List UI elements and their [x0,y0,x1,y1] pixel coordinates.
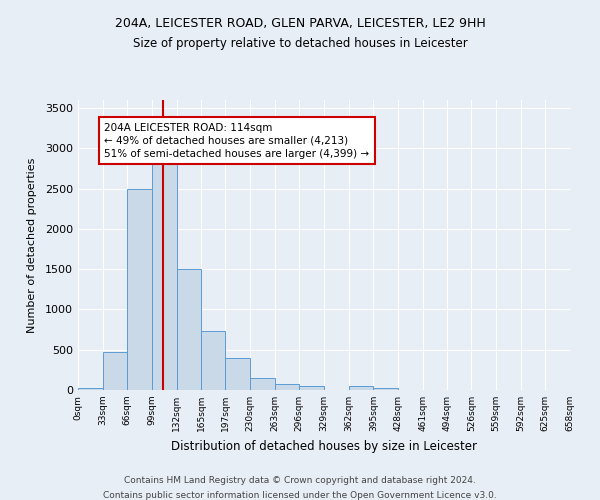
Bar [152,160,176,390]
X-axis label: Distribution of detached houses by size in Leicester: Distribution of detached houses by size … [171,440,477,452]
Bar [103,352,127,390]
Bar [299,386,324,390]
Bar [275,384,299,390]
Bar [176,269,202,390]
Text: 204A LEICESTER ROAD: 114sqm
← 49% of detached houses are smaller (4,213)
51% of : 204A LEICESTER ROAD: 114sqm ← 49% of det… [104,122,369,159]
Bar [202,331,226,390]
Text: Contains public sector information licensed under the Open Government Licence v3: Contains public sector information licen… [103,491,497,500]
Text: Size of property relative to detached houses in Leicester: Size of property relative to detached ho… [133,38,467,51]
Bar [250,378,275,390]
Text: 204A, LEICESTER ROAD, GLEN PARVA, LEICESTER, LE2 9HH: 204A, LEICESTER ROAD, GLEN PARVA, LEICES… [115,18,485,30]
Bar [373,388,398,390]
Y-axis label: Number of detached properties: Number of detached properties [26,158,37,332]
Bar [78,388,103,390]
Text: Contains HM Land Registry data © Crown copyright and database right 2024.: Contains HM Land Registry data © Crown c… [124,476,476,485]
Bar [127,188,152,390]
Bar [226,358,250,390]
Bar [349,386,373,390]
